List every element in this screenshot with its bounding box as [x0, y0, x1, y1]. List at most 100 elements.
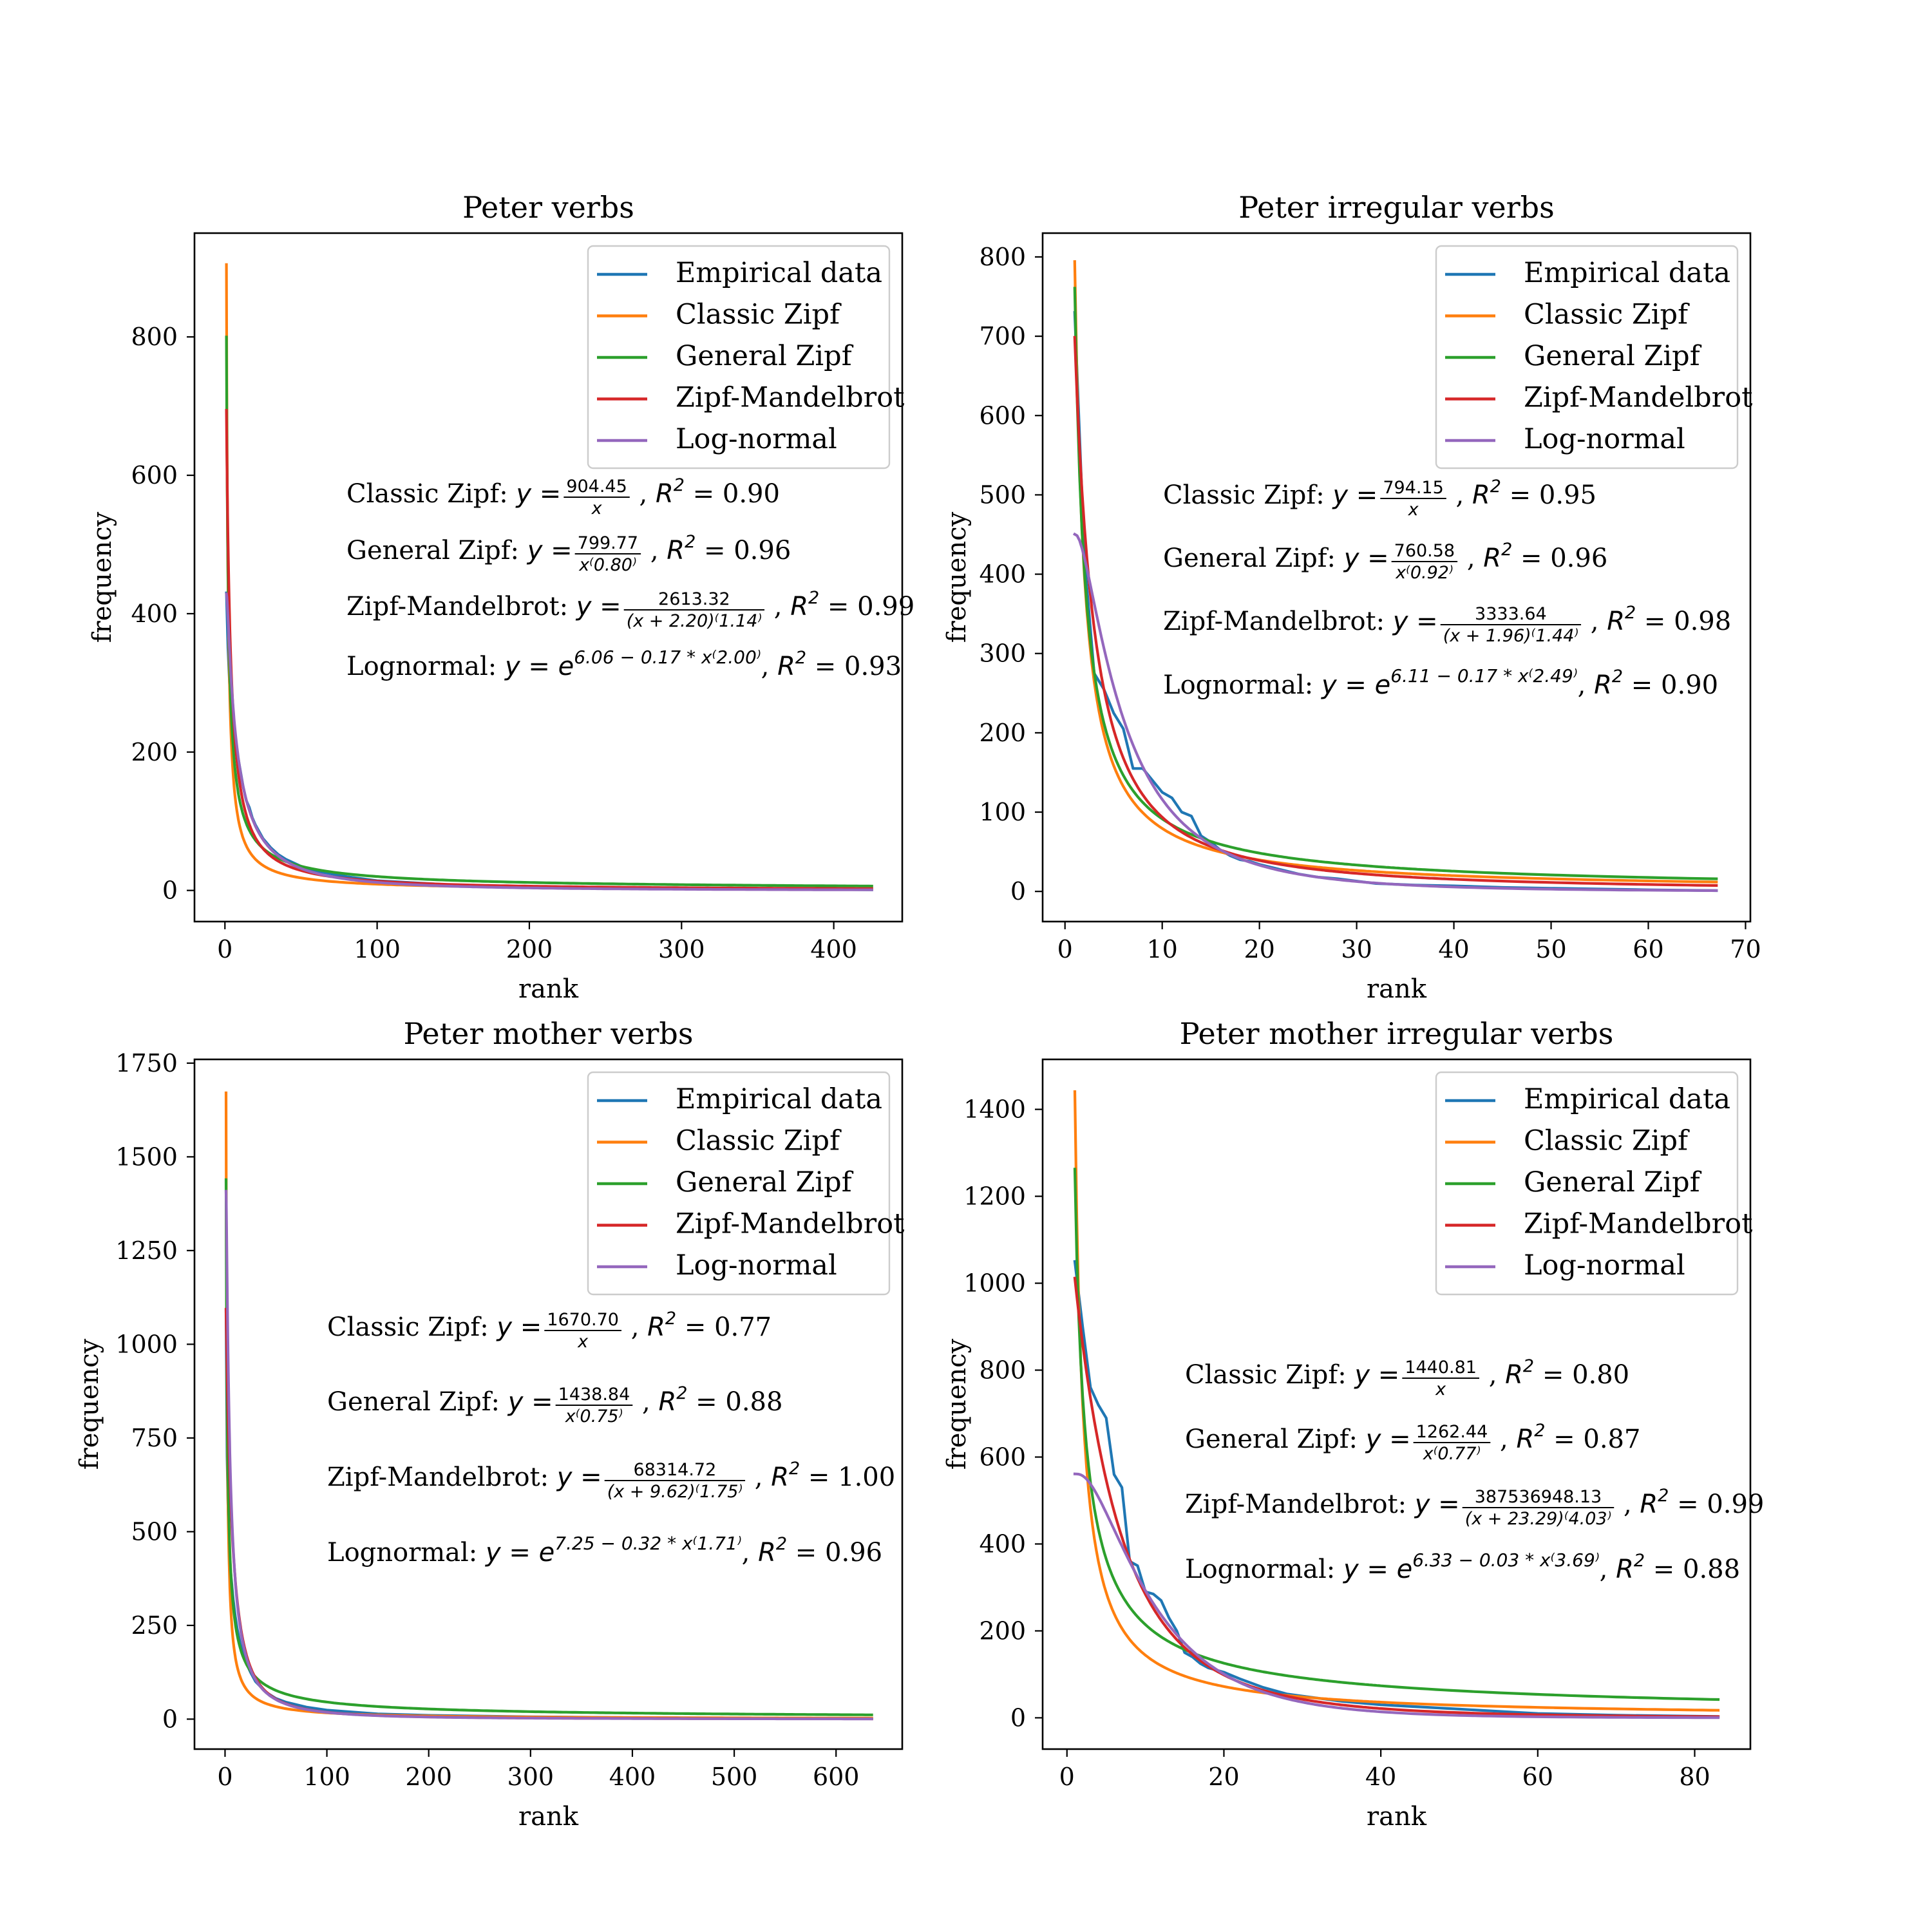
annotation-lhs: y = e — [1343, 1555, 1412, 1584]
annotation-numerator: 794.15 — [1383, 478, 1443, 498]
annotation-sep: , — [1578, 670, 1594, 700]
legend-label: Classic Zipf — [676, 1125, 842, 1157]
annotation-label: Classic Zipf: — [327, 1312, 497, 1342]
chart-title: Peter mother irregular verbs — [1180, 1016, 1614, 1051]
annotation-r2-value: 0.99 — [1707, 1490, 1764, 1519]
y-tick-label: 700 — [979, 322, 1026, 350]
annotation-r2-value: 0.87 — [1583, 1425, 1640, 1454]
annotation-sep: , — [642, 1387, 658, 1417]
annotation-r2-label: R — [1472, 480, 1490, 510]
legend-label: Zipf-Mandelbrot — [1524, 382, 1752, 414]
axes-frame — [193, 232, 904, 923]
annotation-denominator: (x + 9.62)⁽1.75⁾ — [607, 1482, 743, 1502]
annotation-r2-value: 0.88 — [725, 1387, 782, 1417]
series-line-empirical — [225, 591, 873, 891]
annotation-line: General Zipf: y = , R2 = 0.96 — [346, 532, 791, 565]
series-line-lognormal — [1073, 1472, 1720, 1719]
annotation-r2-sup: 2 — [1523, 1356, 1534, 1376]
y-tick-label: 250 — [131, 1611, 178, 1640]
axes-frame — [1041, 1058, 1752, 1750]
series-line-mandelbrot — [224, 1307, 873, 1721]
annotation-lhs: y = — [1392, 607, 1446, 636]
annotation-r2-sup: 2 — [808, 588, 819, 608]
legend-label: Classic Zipf — [1524, 1125, 1690, 1157]
annotation-r2-sup: 2 — [676, 1383, 687, 1403]
legend-label: Classic Zipf — [1524, 299, 1690, 331]
chart-panel-4: 0 20 40 60 800200400600800100012001400Peter … — [942, 1016, 1764, 1832]
annotation-label: Lognormal: — [346, 652, 505, 681]
annotation-lhs: y = — [1343, 544, 1397, 573]
y-tick-label: 600 — [131, 461, 178, 489]
annotation-numerator: 760.58 — [1394, 541, 1455, 561]
annotation-lhs: y = e — [1321, 670, 1390, 700]
annotation-r2-label: R — [1483, 544, 1501, 573]
annotation-lhs: y = — [1332, 480, 1386, 510]
legend-label: General Zipf — [676, 340, 854, 372]
annotation-r2-label: R — [777, 652, 795, 681]
x-axis-label: rank — [518, 974, 579, 1004]
annotation-denominator: x — [591, 498, 603, 518]
y-tick-label: 1400 — [963, 1095, 1026, 1124]
annotation-numerator: 904.45 — [566, 477, 627, 497]
annotation-r2-label: R — [658, 1387, 676, 1417]
y-tick-label: 100 — [979, 798, 1026, 826]
x-tick-label: 100 — [354, 935, 401, 963]
y-tick-label: 0 — [162, 1705, 178, 1733]
annotation-r2-sup: 2 — [776, 1534, 787, 1554]
annotation-r2-value: 0.98 — [1674, 607, 1731, 636]
annotation-sep: , — [631, 1312, 647, 1342]
annotation-r2-label: R — [1594, 670, 1612, 700]
x-tick-label: 400 — [810, 935, 857, 963]
annotation-r2-sup: 2 — [665, 1309, 676, 1329]
annotation-sep: , — [1591, 607, 1607, 636]
legend: Empirical data Classic Zipf General Zipf Zi… — [587, 245, 904, 469]
annotation-r2-sup: 2 — [674, 475, 685, 495]
y-tick-label: 400 — [979, 560, 1026, 589]
y-tick-label: 0 — [1010, 1703, 1026, 1732]
annotation-line: General Zipf: y = , R2 = 0.96 — [1163, 540, 1607, 573]
y-tick-label: 0 — [1010, 877, 1026, 905]
annotation-sep: , — [650, 536, 667, 565]
y-tick-label: 1250 — [115, 1236, 178, 1265]
x-axis-label: rank — [1367, 1802, 1427, 1832]
x-tick-label: 60 — [1633, 935, 1663, 963]
fit-annotations: Classic Zipf: y = , R2 = 0.90904.45xGene… — [346, 475, 914, 681]
annotation-denominator: x⁽0.77⁾ — [1423, 1444, 1481, 1464]
legend-label: General Zipf — [1524, 1166, 1702, 1198]
annotation-denominator: x — [577, 1332, 589, 1352]
y-axis-label: frequency — [942, 1338, 972, 1470]
annotation-numerator: 1438.84 — [558, 1385, 630, 1405]
series-line-lognormal — [1072, 532, 1718, 892]
annotation-sep: , — [755, 1463, 771, 1492]
annotation-r2-label: R — [656, 479, 674, 509]
annotation-r2-sup: 2 — [789, 1459, 800, 1479]
legend-label: Log-normal — [1524, 1249, 1685, 1282]
annotation-r2-label: R — [1607, 607, 1625, 636]
chart-title: Peter verbs — [462, 190, 634, 225]
annotation-r2-eq: = — [806, 652, 844, 681]
annotation-label: Zipf-Mandelbrot: — [1185, 1490, 1415, 1519]
annotation-r2-sup: 2 — [1534, 1421, 1545, 1441]
x-axis-label: rank — [518, 1802, 579, 1832]
annotation-r2-label: R — [1505, 1360, 1523, 1390]
y-axis-label: frequency — [88, 511, 117, 643]
annotation-exponent: 7.25 − 0.32 * x⁽1.71⁾ — [554, 1533, 741, 1554]
annotation-sep: , — [1600, 1555, 1616, 1584]
y-tick-label: 1500 — [115, 1142, 178, 1171]
y-tick-label: 300 — [979, 639, 1026, 668]
annotation-sep: , — [1489, 1360, 1505, 1390]
y-tick-label: 200 — [979, 1616, 1026, 1645]
series-line-general — [224, 1178, 873, 1716]
annotation-line: Zipf-Mandelbrot: y = , R2 = 0.99 — [1185, 1486, 1764, 1519]
legend-label: Zipf-Mandelbrot — [676, 382, 904, 414]
x-tick-label: 0 — [1057, 935, 1073, 963]
annotation-line: Zipf-Mandelbrot: y = , R2 = 0.98 — [1163, 603, 1731, 636]
y-tick-label: 1200 — [963, 1182, 1026, 1211]
y-tick-label: 400 — [131, 600, 178, 628]
annotation-r2-label: R — [771, 1463, 789, 1492]
y-tick-label: 1000 — [115, 1330, 178, 1358]
axes-frame — [1041, 232, 1752, 923]
annotation-r2-eq: = — [676, 1312, 714, 1342]
annotation-r2-value: 0.96 — [825, 1538, 882, 1567]
x-tick-label: 100 — [303, 1763, 350, 1791]
